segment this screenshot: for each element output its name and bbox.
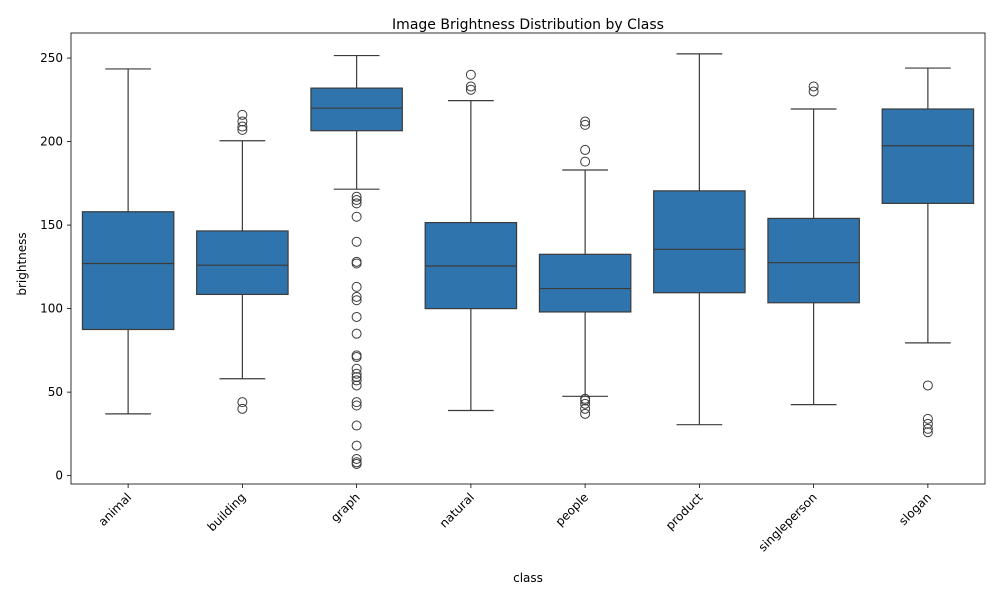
y-tick-label: 100 (40, 302, 63, 316)
outlier-point (351, 291, 362, 302)
outlier-point (237, 116, 248, 127)
iqr-box (538, 253, 632, 313)
outlier-point (808, 81, 819, 92)
outlier-point (237, 397, 248, 408)
outlier-point (351, 311, 362, 322)
chart-title: Image Brightness Distribution by Class (392, 17, 664, 33)
outlier-point (351, 453, 362, 464)
outlier-point (351, 372, 362, 383)
outlier-point (351, 328, 362, 339)
outlier-point (351, 295, 362, 306)
box-group-singleperson (767, 81, 860, 406)
outlier-point (465, 81, 476, 92)
outlier-point (465, 69, 476, 80)
outlier-point (351, 375, 362, 386)
iqr-box (310, 87, 403, 132)
outlier-point (351, 363, 362, 374)
outlier-point (922, 413, 933, 424)
x-axis-title: class (513, 571, 543, 585)
outlier-point (351, 350, 362, 361)
y-tick-label: 50 (48, 385, 63, 399)
y-tick-label: 0 (55, 469, 63, 483)
outlier-point (351, 400, 362, 411)
outlier-point (922, 380, 933, 391)
outlier-point (580, 156, 591, 167)
outlier-point (808, 86, 819, 97)
y-axis-title: brightness (15, 232, 29, 295)
outlier-point (922, 427, 933, 438)
y-tick-label: 150 (40, 218, 63, 232)
y-tick-label: 250 (40, 51, 63, 65)
iqr-box (653, 190, 746, 294)
outlier-point (351, 211, 362, 222)
outlier-point (351, 457, 362, 468)
outlier-point (237, 121, 248, 132)
iqr-box (767, 217, 860, 304)
box-group-graph (310, 54, 403, 469)
outlier-point (580, 408, 591, 419)
box-group-people (538, 116, 632, 419)
outlier-point (237, 124, 248, 135)
iqr-box (196, 230, 289, 296)
axes-frame (70, 32, 986, 485)
outlier-point (580, 116, 591, 127)
outlier-point (922, 418, 933, 429)
iqr-box (881, 108, 975, 204)
box-group-natural (424, 69, 518, 412)
outlier-point (351, 440, 362, 451)
outlier-point (351, 198, 362, 209)
plot-area (81, 53, 975, 469)
outlier-point (237, 109, 248, 120)
outlier-point (580, 393, 591, 404)
outlier-point (351, 191, 362, 202)
box-group-building (196, 109, 289, 414)
iqr-box (81, 211, 175, 331)
outlier-point (465, 84, 476, 95)
outlier-point (237, 403, 248, 414)
outlier-point (351, 420, 362, 431)
outlier-point (580, 398, 591, 409)
outlier-point (351, 256, 362, 267)
outlier-point (580, 119, 591, 130)
outlier-point (580, 403, 591, 414)
outlier-point (351, 380, 362, 391)
box-group-animal (81, 68, 175, 415)
outlier-point (580, 144, 591, 155)
outlier-point (351, 236, 362, 247)
outlier-point (351, 368, 362, 379)
box-group-product (653, 53, 746, 426)
outlier-point (351, 195, 362, 206)
box-group-slogan (881, 67, 975, 438)
outlier-point (351, 281, 362, 292)
outlier-point (922, 423, 933, 434)
y-tick-label: 200 (40, 135, 63, 149)
outlier-point (351, 397, 362, 408)
